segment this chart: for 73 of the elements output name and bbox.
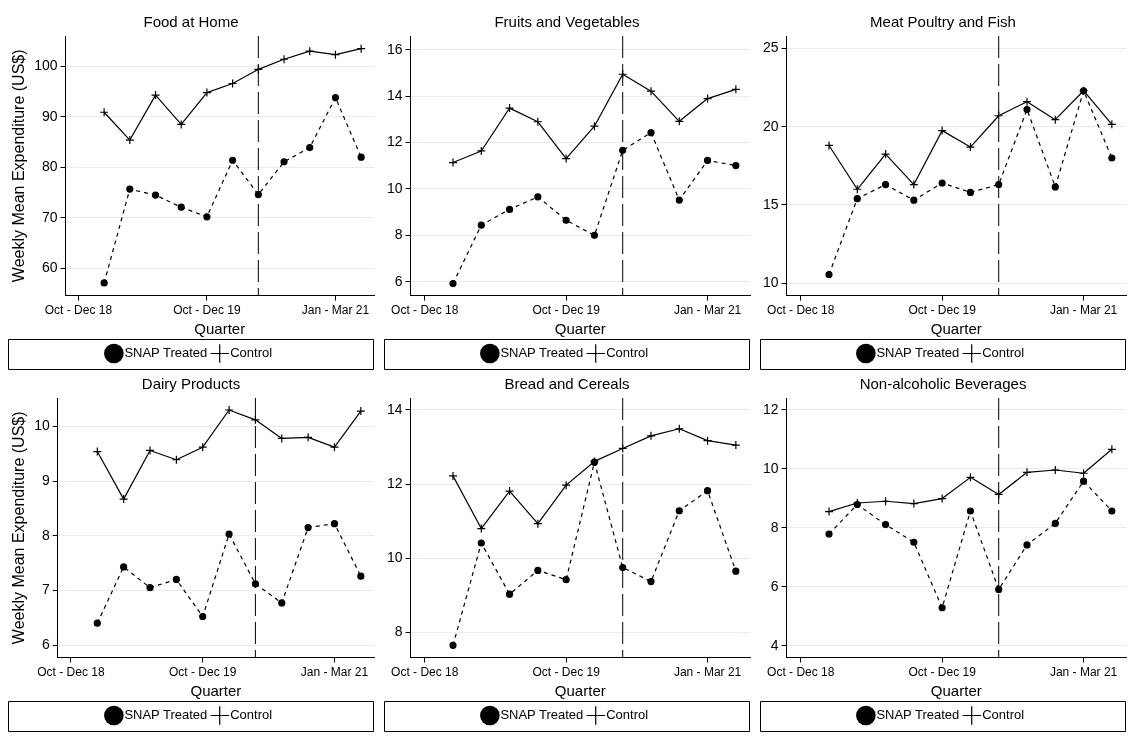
x-tick-label: Jan - Mar 21 <box>300 665 369 680</box>
legend-label: SNAP Treated <box>500 707 584 723</box>
y-tick-label: 7 <box>41 581 50 598</box>
legend-label: Control <box>606 707 649 723</box>
y-tick-label: 10 <box>386 179 403 196</box>
y-tick-label: 60 <box>41 259 58 276</box>
y-tick-label: 90 <box>41 107 58 124</box>
y-tick-label: 20 <box>762 117 779 134</box>
legend-label: Control <box>982 707 1025 723</box>
y-tick-label: 8 <box>770 518 779 535</box>
x-tick-label: Oct - Dec 18 <box>767 303 835 318</box>
x-tick-label: Oct - Dec 18 <box>391 303 459 318</box>
x-axis-title: Quarter <box>930 682 982 700</box>
legend-label: SNAP Treated <box>876 707 960 723</box>
legend-label: SNAP Treated <box>124 345 208 361</box>
legend-label: Control <box>606 345 649 361</box>
x-tick-label: Oct - Dec 19 <box>532 665 601 680</box>
legend-label: Control <box>230 707 273 723</box>
legend-label: Control <box>982 345 1025 361</box>
y-tick-label: 8 <box>41 526 50 543</box>
y-tick-label: 15 <box>762 195 779 212</box>
y-tick-label: 12 <box>762 400 779 417</box>
x-tick-label: Jan - Mar 21 <box>673 665 742 680</box>
y-tick-label: 6 <box>394 272 403 289</box>
y-tick-label: 9 <box>41 471 50 488</box>
chart-title: Fruits and Vegetables <box>494 13 640 31</box>
chart-title: Dairy Products <box>141 375 241 393</box>
x-axis-title: Quarter <box>190 682 242 700</box>
y-tick-label: 80 <box>41 158 58 175</box>
legend-label: SNAP Treated <box>124 707 208 723</box>
chart-title: Non-alcoholic Beverages <box>859 375 1027 393</box>
y-tick-label: 4 <box>770 636 779 653</box>
x-tick-label: Jan - Mar 21 <box>673 303 742 318</box>
legend-label: SNAP Treated <box>876 345 960 361</box>
x-axis-title: Quarter <box>554 320 606 338</box>
y-tick-label: 25 <box>762 39 779 56</box>
x-tick-label: Oct - Dec 18 <box>44 303 113 318</box>
chart-title: Meat Poultry and Fish <box>870 13 1016 31</box>
x-tick-label: Oct - Dec 19 <box>532 303 601 318</box>
y-tick-label: 16 <box>386 40 403 57</box>
y-tick-label: 10 <box>762 459 779 476</box>
y-tick-label: 70 <box>41 208 58 225</box>
x-axis-title: Quarter <box>930 320 982 338</box>
chart-title: Bread and Cereals <box>504 375 630 393</box>
x-axis-title: Quarter <box>194 320 246 338</box>
x-tick-label: Oct - Dec 19 <box>173 303 241 318</box>
y-tick-label: 10 <box>762 273 779 290</box>
legend-label: Control <box>230 345 273 361</box>
x-tick-label: Oct - Dec 18 <box>37 665 105 680</box>
x-tick-label: Oct - Dec 19 <box>908 665 977 680</box>
x-tick-label: Oct - Dec 19 <box>169 665 237 680</box>
y-tick-label: 12 <box>386 474 403 491</box>
legend-label: SNAP Treated <box>500 345 584 361</box>
x-axis-title: Quarter <box>554 682 606 700</box>
y-tick-label: 14 <box>386 87 403 104</box>
x-tick-label: Oct - Dec 19 <box>908 303 977 318</box>
x-tick-label: Jan - Mar 21 <box>1049 303 1118 318</box>
y-tick-label: 10 <box>34 417 50 434</box>
y-tick-label: 8 <box>394 623 403 640</box>
chart-title: Food at Home <box>143 13 239 31</box>
x-tick-label: Jan - Mar 21 <box>301 303 370 318</box>
x-tick-label: Oct - Dec 18 <box>767 665 835 680</box>
y-axis-title: Weekly Mean Expenditure (US$) <box>10 411 28 645</box>
y-tick-label: 12 <box>386 133 403 150</box>
y-tick-label: 100 <box>34 57 58 74</box>
x-tick-label: Jan - Mar 21 <box>1049 665 1118 680</box>
y-tick-label: 6 <box>41 635 50 652</box>
y-tick-label: 8 <box>394 226 403 243</box>
y-axis-title: Weekly Mean Expenditure (US$) <box>10 49 28 283</box>
y-tick-label: 14 <box>386 400 403 417</box>
y-tick-label: 6 <box>770 577 779 594</box>
y-tick-label: 10 <box>386 549 403 566</box>
x-tick-label: Oct - Dec 18 <box>391 665 459 680</box>
